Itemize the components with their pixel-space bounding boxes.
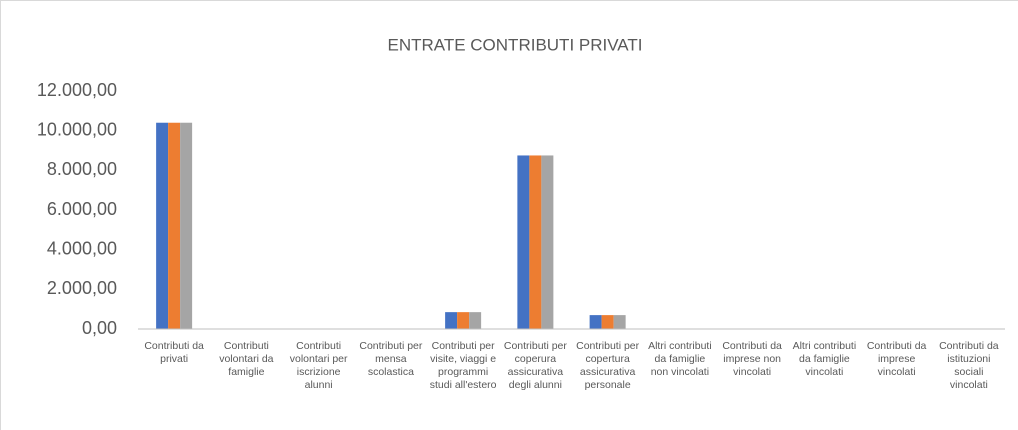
bar xyxy=(457,312,470,329)
bar xyxy=(180,122,193,329)
bar xyxy=(445,312,458,329)
y-tick-label: 2.000,00 xyxy=(47,278,117,298)
bar xyxy=(469,312,482,329)
x-tick-label: Contributi per mensa scolastica xyxy=(359,340,423,378)
x-tick-label: Contributi da istituzioni sociali vincol… xyxy=(939,340,999,391)
x-tick-label: Contributi da privati xyxy=(144,340,204,365)
y-tick-label: 10.000,00 xyxy=(37,119,117,139)
x-tick-label: Contributi per visite, viaggi e programm… xyxy=(429,340,497,391)
y-tick-label: 4.000,00 xyxy=(47,238,117,258)
y-tick-label: 6.000,00 xyxy=(47,199,117,219)
x-tick-label: Contributi per copertura assicurativa pe… xyxy=(576,340,640,391)
bar xyxy=(601,315,614,329)
x-tick-label: Contributi da imprese vincolati xyxy=(866,340,927,378)
y-tick-label: 8.000,00 xyxy=(47,159,117,179)
bar xyxy=(156,122,169,329)
bar xyxy=(168,122,181,329)
y-tick-label: 12.000,00 xyxy=(37,80,117,100)
bar xyxy=(541,155,554,329)
bar xyxy=(529,155,542,329)
y-tick-label: 0,00 xyxy=(82,318,117,338)
x-tick-label: Contributi volontari per iscrizione alun… xyxy=(289,340,348,391)
x-tick-label: Altri contributi da famiglie vincolati xyxy=(792,340,857,378)
bar xyxy=(589,315,602,329)
x-tick-label: Contributi per coperura assicurativa deg… xyxy=(503,340,567,391)
chart-title: ENTRATE CONTRIBUTI PRIVATI xyxy=(387,35,642,54)
x-tick-label: Contributi volontari da famiglie xyxy=(219,340,274,378)
bar xyxy=(613,315,626,329)
bar xyxy=(517,155,530,329)
x-tick-label: Contributi da imprese non vincolati xyxy=(722,340,782,378)
x-tick-label: Altri contributi da famiglie non vincola… xyxy=(648,340,712,378)
